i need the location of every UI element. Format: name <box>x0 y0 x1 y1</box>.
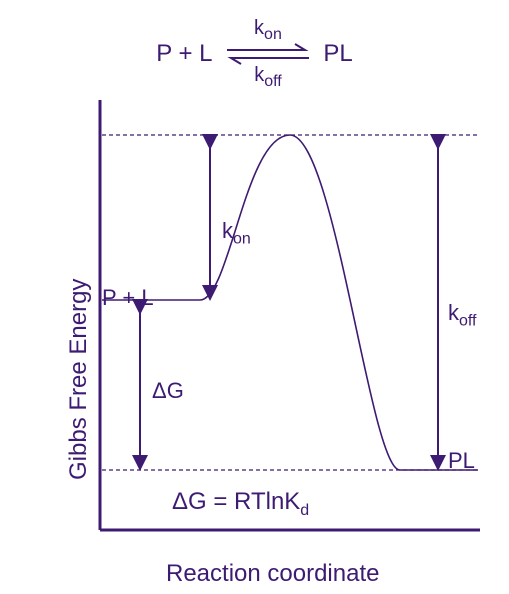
energy-arrows <box>140 142 438 463</box>
energy-diagram: Gibbs Free Energy <box>20 100 490 580</box>
axes-frame <box>100 100 480 530</box>
reaction-curve <box>102 135 478 470</box>
product-label: PL <box>448 448 475 474</box>
double-arrow-icon <box>223 43 313 65</box>
equilibrium-equation: P + L kon koff PL <box>0 18 509 93</box>
eq-left: P + L <box>156 40 212 68</box>
energy-plot-svg <box>60 100 490 540</box>
dG-arrow-label: ΔG <box>152 378 184 404</box>
reactant-label: P + L <box>102 285 154 311</box>
dG-formula: ΔG = RTlnKd <box>172 488 309 520</box>
dashed-guides <box>102 135 478 470</box>
kon-top-label: kon <box>254 17 282 39</box>
koff-bottom-label: koff <box>254 64 282 86</box>
eq-right: PL <box>323 40 352 68</box>
koff-arrow-label: koff <box>448 300 477 330</box>
x-axis-label: Reaction coordinate <box>166 560 379 588</box>
kon-arrow-label: kon <box>222 218 251 248</box>
equilibrium-arrows: kon koff <box>223 18 313 90</box>
